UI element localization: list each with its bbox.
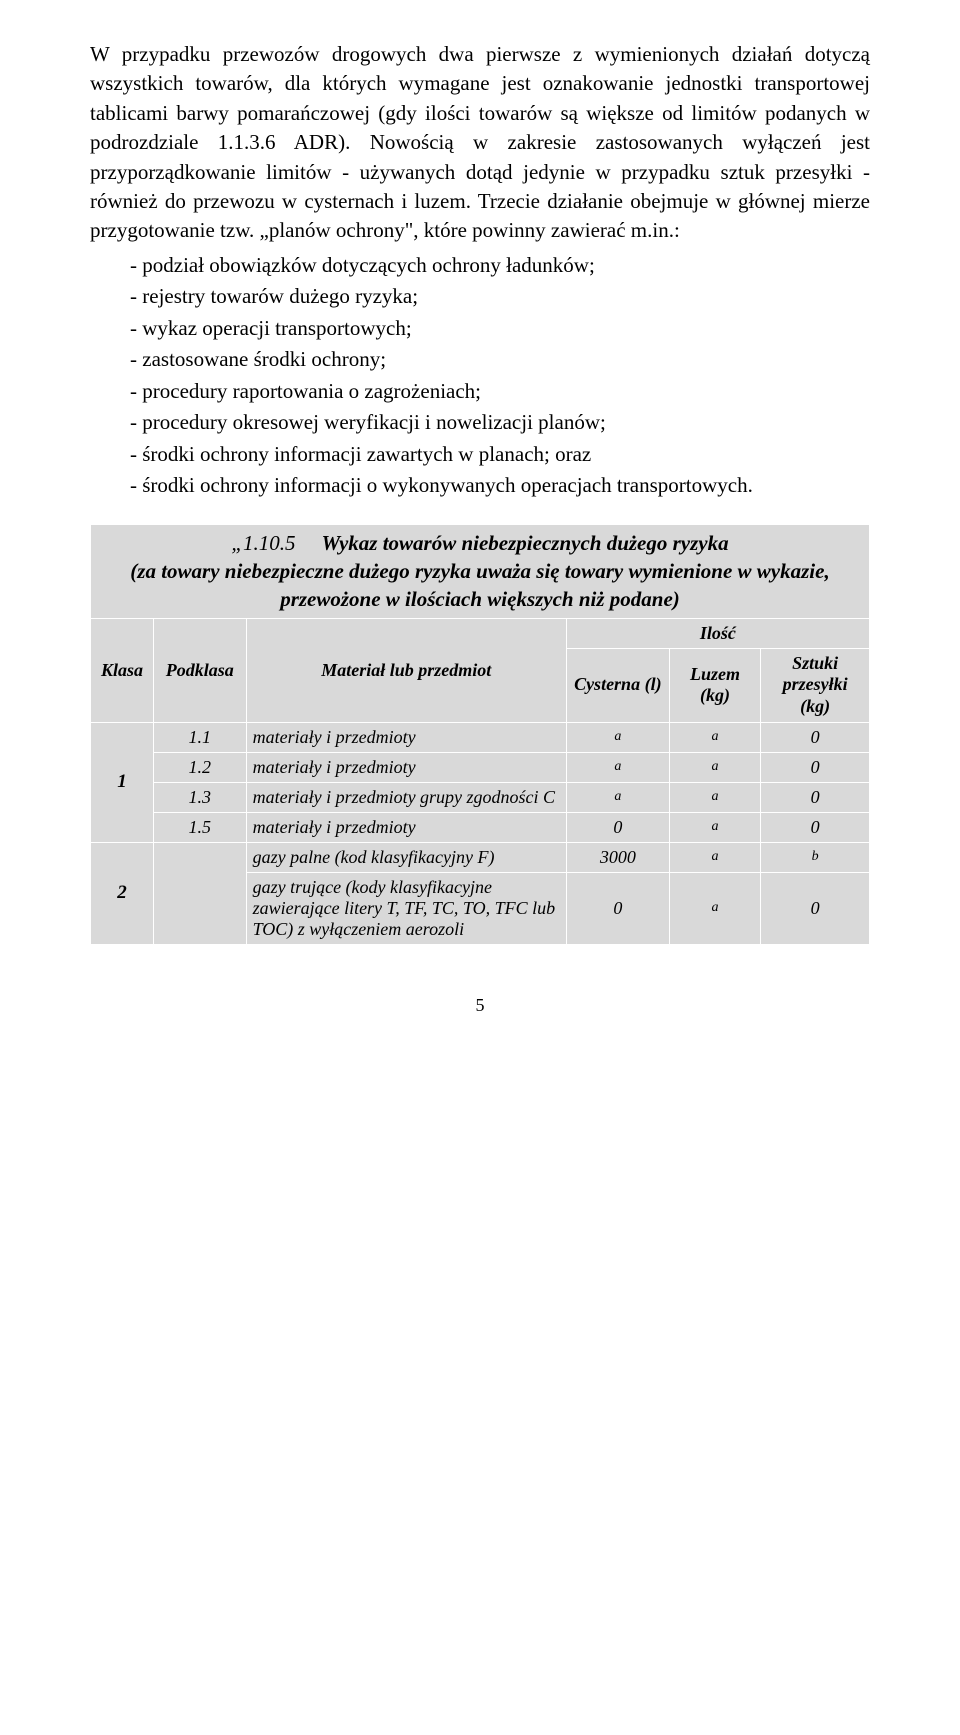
header-cysterna: Cysterna (l) bbox=[566, 648, 669, 722]
material-cell: materiały i przedmioty bbox=[246, 812, 566, 842]
material-cell: gazy palne (kod klasyfikacyjny F) bbox=[246, 842, 566, 872]
podklasa-cell: 1.2 bbox=[153, 752, 246, 782]
risk-goods-table: „1.10.5 Wykaz towarów niebezpiecznych du… bbox=[90, 524, 870, 945]
cysterna-cell: 3000 bbox=[566, 842, 669, 872]
list-item: wykaz operacji transportowych; bbox=[90, 313, 870, 345]
luzem-cell: a bbox=[669, 752, 761, 782]
cysterna-cell: 0 bbox=[566, 812, 669, 842]
list-item: środki ochrony informacji zawartych w pl… bbox=[90, 439, 870, 471]
cysterna-cell: a bbox=[566, 752, 669, 782]
header-ilosc: Ilość bbox=[566, 618, 869, 648]
luzem-cell: a bbox=[669, 722, 761, 752]
sztuki-cell: b bbox=[761, 842, 870, 872]
body-paragraph: W przypadku przewozów drogowych dwa pier… bbox=[90, 40, 870, 246]
sztuki-cell: 0 bbox=[761, 812, 870, 842]
material-cell: materiały i przedmioty grupy zgodności C bbox=[246, 782, 566, 812]
list-item: podział obowiązków dotyczących ochrony ł… bbox=[90, 250, 870, 282]
material-cell: materiały i przedmioty bbox=[246, 752, 566, 782]
list-item: zastosowane środki ochrony; bbox=[90, 344, 870, 376]
list-item: środki ochrony informacji o wykonywanych… bbox=[90, 470, 870, 502]
cysterna-cell: a bbox=[566, 722, 669, 752]
sztuki-cell: 0 bbox=[761, 752, 870, 782]
material-cell: gazy trujące (kody klasyfikacyjne zawier… bbox=[246, 872, 566, 944]
podklasa-cell: 1.3 bbox=[153, 782, 246, 812]
page-number: 5 bbox=[90, 995, 870, 1016]
header-klasa: Klasa bbox=[91, 618, 154, 722]
header-luzem: Luzem (kg) bbox=[669, 648, 761, 722]
bullet-list: podział obowiązków dotyczących ochrony ł… bbox=[90, 250, 870, 502]
klasa-cell: 1 bbox=[91, 722, 154, 842]
material-cell: materiały i przedmioty bbox=[246, 722, 566, 752]
podklasa-cell: 1.5 bbox=[153, 812, 246, 842]
header-sztuki: Sztuki przesyłki (kg) bbox=[761, 648, 870, 722]
sztuki-cell: 0 bbox=[761, 872, 870, 944]
sztuki-cell: 0 bbox=[761, 722, 870, 752]
sztuki-cell: 0 bbox=[761, 782, 870, 812]
luzem-cell: a bbox=[669, 812, 761, 842]
header-podklasa: Podklasa bbox=[153, 618, 246, 722]
list-item: procedury raportowania o zagrożeniach; bbox=[90, 376, 870, 408]
list-item: procedury okresowej weryfikacji i noweli… bbox=[90, 407, 870, 439]
cysterna-cell: a bbox=[566, 782, 669, 812]
header-material: Materiał lub przedmiot bbox=[246, 618, 566, 722]
podklasa-cell bbox=[153, 842, 246, 944]
title-sub: (za towary niebezpieczne dużego ryzyka u… bbox=[130, 559, 829, 611]
podklasa-cell: 1.1 bbox=[153, 722, 246, 752]
table-title-cell: „1.10.5 Wykaz towarów niebezpiecznych du… bbox=[91, 524, 870, 618]
cysterna-cell: 0 bbox=[566, 872, 669, 944]
klasa-cell: 2 bbox=[91, 842, 154, 944]
luzem-cell: a bbox=[669, 842, 761, 872]
table-block: „1.10.5 Wykaz towarów niebezpiecznych du… bbox=[90, 524, 870, 945]
list-item: rejestry towarów dużego ryzyka; bbox=[90, 281, 870, 313]
title-prefix: „1.10.5 bbox=[231, 531, 295, 555]
luzem-cell: a bbox=[669, 872, 761, 944]
luzem-cell: a bbox=[669, 782, 761, 812]
title-main: Wykaz towarów niebezpiecznych dużego ryz… bbox=[321, 531, 728, 555]
